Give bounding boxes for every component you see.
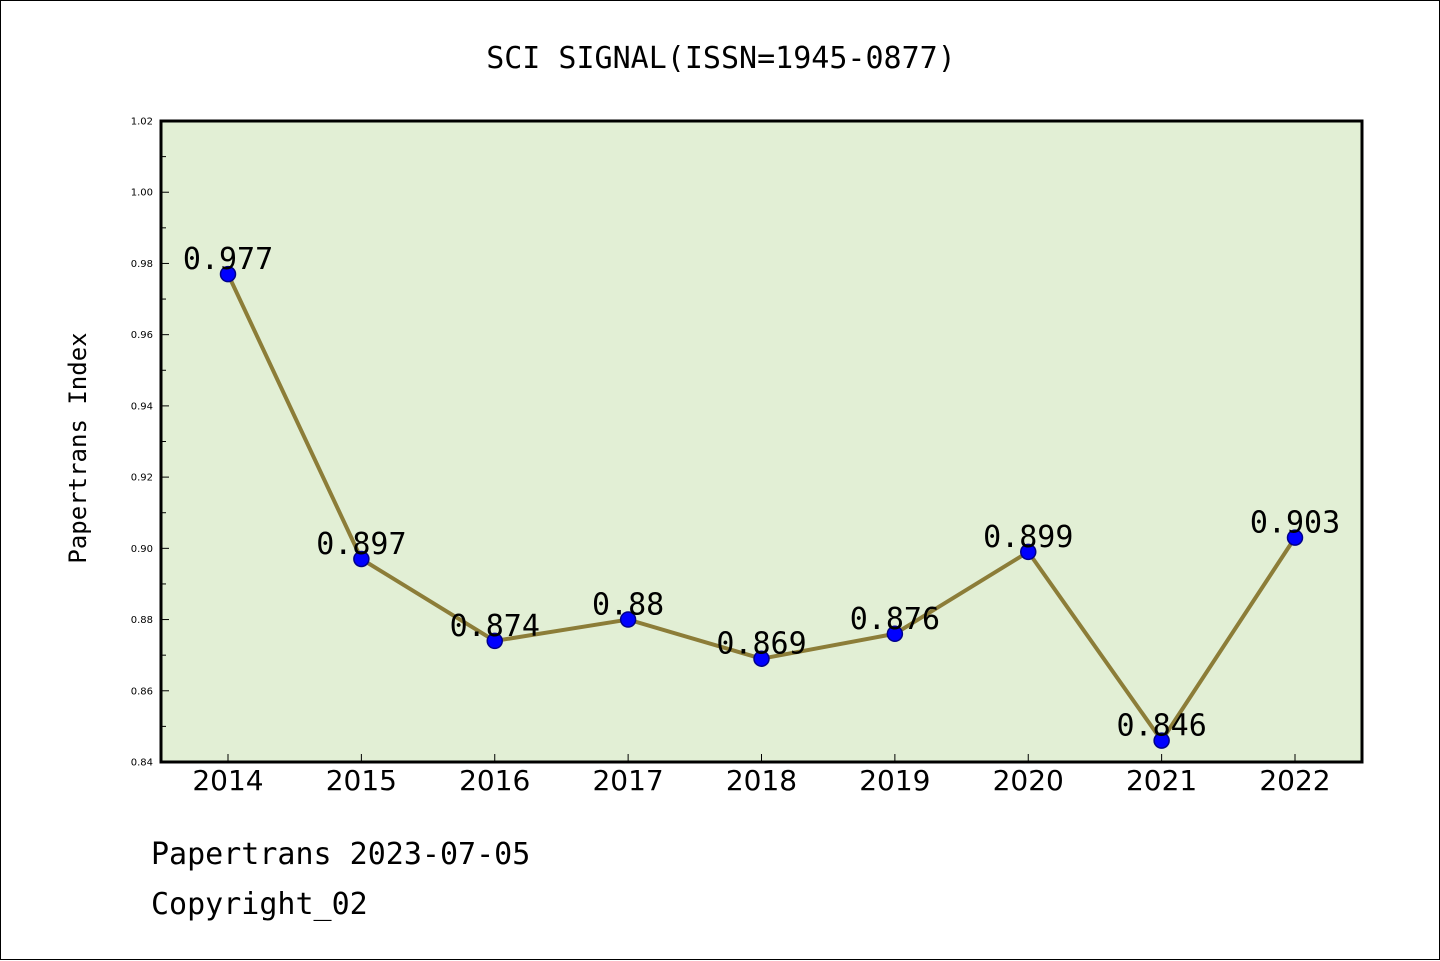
x-tick-label: 2019: [859, 764, 930, 797]
y-tick-label: 0.94: [131, 401, 153, 412]
x-tick-label: 2020: [993, 764, 1064, 797]
data-label: 0.903: [1250, 506, 1340, 541]
data-label: 0.876: [850, 602, 940, 637]
data-point: [1286, 529, 1304, 546]
y-tick-label: 1.02: [131, 117, 153, 128]
x-tick-label: 2018: [726, 764, 797, 797]
x-tick-label: 2015: [326, 764, 397, 797]
footer-date: Papertrans 2023-07-05: [151, 837, 531, 872]
data-point: [1020, 543, 1037, 561]
y-tick-label: 0.86: [131, 686, 153, 697]
data-label: 0.846: [1116, 709, 1206, 744]
data-label: 0.899: [983, 520, 1073, 555]
data-label: 0.977: [183, 242, 273, 277]
chart-title: SCI SIGNAL(ISSN=1945-0877): [486, 41, 956, 76]
data-point: [1153, 732, 1170, 749]
x-tick-label: 2022: [1259, 764, 1330, 797]
x-tick-label: 2021: [1126, 764, 1197, 797]
x-tick-label: 2014: [192, 764, 263, 797]
footer-copyright: Copyright_02: [151, 887, 368, 922]
y-tick-label: 1.00: [131, 188, 153, 199]
data-label: 0.897: [316, 527, 406, 562]
data-point: [886, 625, 904, 643]
data-point: [353, 550, 370, 568]
data-point: [486, 632, 503, 650]
y-tick-label: 0.98: [131, 259, 153, 270]
y-tick-label: 0.92: [131, 473, 153, 484]
y-tick-label: 0.84: [131, 758, 153, 769]
x-tick-label: 2017: [592, 764, 663, 797]
data-labels: 0.977 0.897 0.874 0.88 0.869 0.876 0.899 0.846 0…: [183, 242, 1340, 744]
plot-border: [159, 119, 1364, 764]
x-tick-label: 2016: [459, 764, 530, 797]
y-axis-label: Papertrans Index: [64, 332, 92, 563]
series-markers: [219, 265, 1304, 749]
data-label: 0.874: [450, 609, 540, 644]
data-label: 0.869: [716, 627, 806, 662]
data-point: [619, 611, 637, 628]
data-label: 0.88: [592, 588, 664, 623]
data-point: [753, 650, 770, 667]
data-point: [219, 265, 237, 283]
y-tick-label: 0.88: [131, 615, 153, 626]
y-tick-label: 0.96: [131, 330, 153, 341]
x-axis: 2014 2015 2016 2017 2018 2019 2020 2021 2022: [192, 754, 1331, 797]
y-tick-label: 0.90: [131, 544, 153, 555]
